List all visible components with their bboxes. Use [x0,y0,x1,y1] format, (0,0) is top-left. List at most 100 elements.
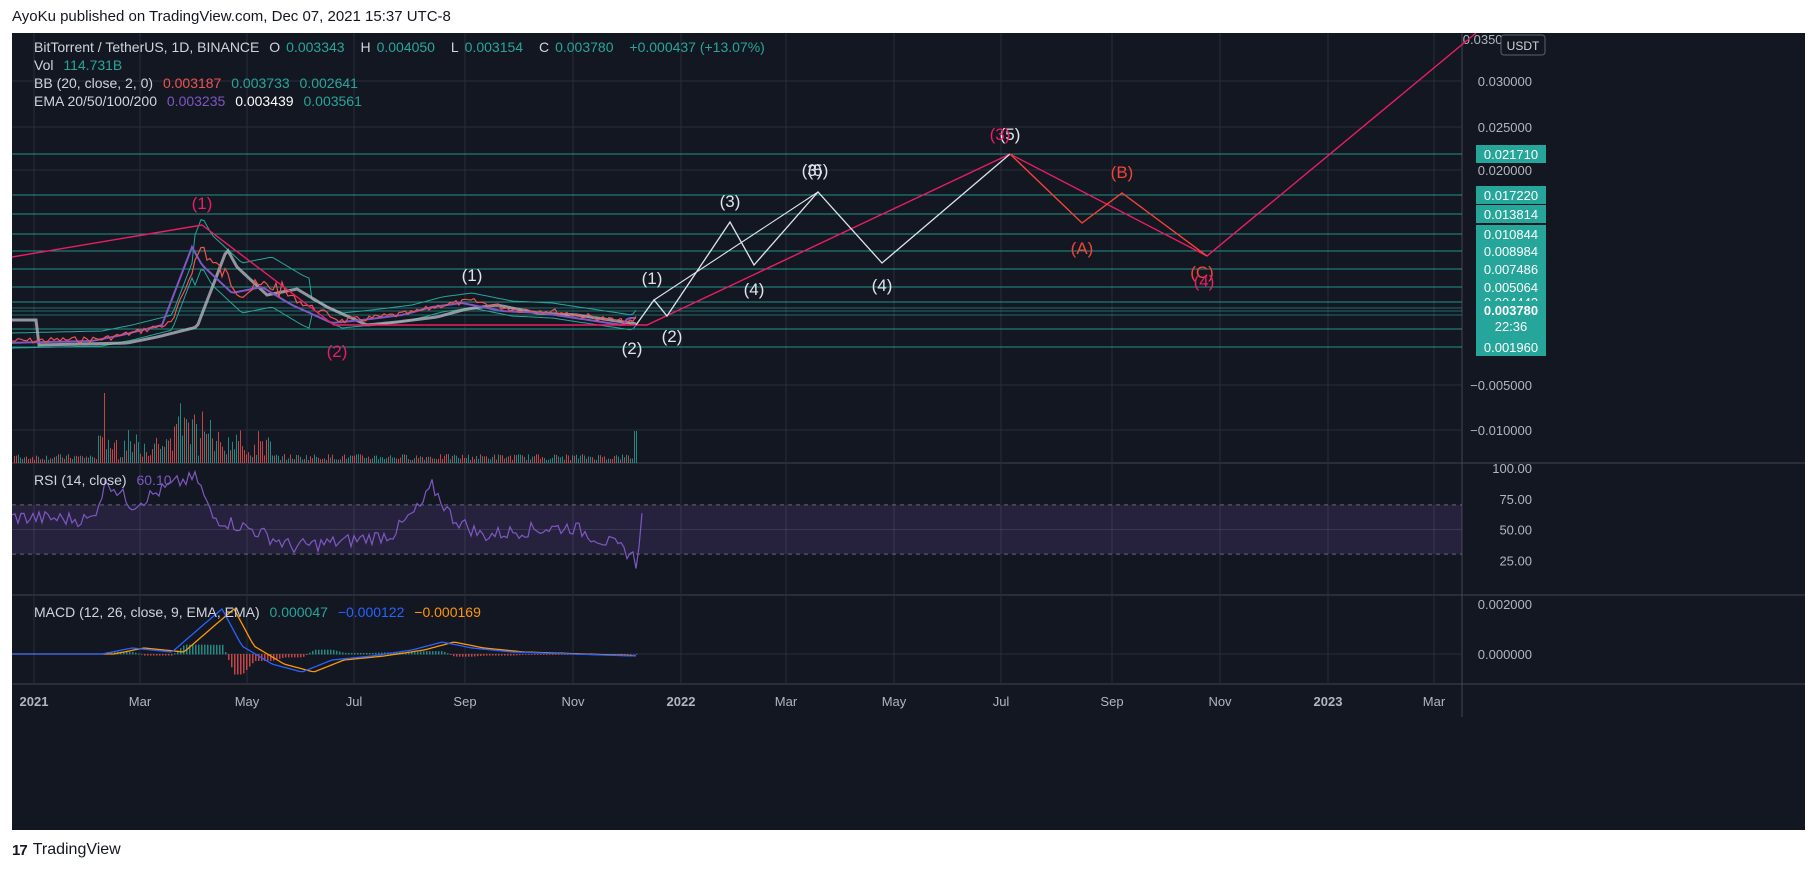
macd-histogram-bar [432,651,434,655]
volume-bar [260,441,261,463]
level-label: 0.008984 [1484,244,1538,259]
volume-bar [420,456,421,463]
volume-bar [628,455,629,463]
wave-label: (3) [990,125,1011,144]
volume-bar [452,455,453,463]
volume-bar [264,455,265,463]
volume-bar [364,457,365,463]
last-price-badge [1476,301,1546,335]
macd-histogram-bar [189,644,191,655]
x-tick-label: Sep [453,694,476,709]
volume-bar [208,433,209,463]
volume-bar [256,454,257,463]
volume-bar [444,455,445,463]
macd-histogram-bar [561,654,563,655]
legend-rsi-label: RSI (14, close) [34,472,127,488]
volume-bar [546,459,547,463]
volume-bar [280,459,281,463]
chart-canvas[interactable]: 2021 Mar May Jul Sep Nov 2022 Mar May Jul Sep Nov 20… [11,32,1805,830]
macd-histogram-bar [192,644,194,655]
volume-bar [504,458,505,463]
volume-bar [74,456,75,463]
macd-histogram-bar [534,654,536,655]
x-tick-label: 2023 [1314,694,1343,709]
volume-bar [544,457,545,463]
macd-histogram-bar [525,654,527,655]
level-label: 0.013814 [1484,207,1538,222]
volume-bar [618,456,619,463]
volume-bar [198,455,199,463]
volume-bar [402,454,403,463]
volume-bar [388,456,389,463]
volume-bar [196,423,197,463]
rsi-tick-label: 100.00 [1492,461,1532,476]
macd-histogram-bar [447,653,449,655]
level-badge [1476,260,1546,278]
volume-bar [582,454,583,463]
volume-bar [72,459,73,463]
legend-bb-v2: 0.003733 [231,75,290,91]
legend-change: +0.000437 (+13.07%) [629,39,765,55]
macd-histogram-bar [258,654,260,661]
legend-symbol-row: BitTorrent / TetherUS, 1D, BINANCE O 0.00… [34,39,771,55]
volume-bar [220,442,221,463]
volume-bar [134,443,135,463]
legend-bb-v3: 0.002641 [299,75,358,91]
y-tick-label: −0.005000 [1470,378,1532,393]
volume-bar [50,458,51,463]
volume-bar [290,454,291,463]
legend-vol-label: Vol [34,57,54,73]
volume-bar [60,454,61,463]
volume-bar [180,403,181,463]
volume-bar [152,449,153,463]
rsi-tick-label: 25.00 [1499,553,1532,568]
volume-bar [64,458,65,463]
x-tick-label: Nov [1208,694,1232,709]
macd-histogram-bar [621,654,623,655]
legend-bb-v1: 0.003187 [162,75,222,91]
macd-histogram-bar [414,652,416,655]
volume-bar [556,454,557,463]
macd-histogram-bar [405,652,407,655]
macd-histogram-bar [546,654,548,655]
x-tick-label: 2022 [667,694,696,709]
volume-bar [182,435,183,463]
macd-histogram-bar [318,649,320,655]
volume-bar [500,455,501,463]
volume-bar [148,455,149,463]
macd-histogram-bar [375,652,377,655]
macd-histogram-bar [345,652,347,655]
wave-label: (4) [872,276,893,295]
macd-histogram-bar [141,654,143,655]
last-price-countdown: 22:36 [1495,319,1528,334]
volume-bar [66,455,67,463]
volume-bar [606,459,607,463]
macd-histogram-bar [153,654,155,656]
macd-histogram-bar [477,654,479,657]
volume-bar [344,454,345,463]
wave-label: (1) [462,266,483,285]
macd-histogram-bar [384,652,386,655]
wave-label: (5) [808,161,829,180]
bollinger-upper [11,218,637,334]
volume-bar [184,417,185,463]
rsi-band [12,504,1462,555]
volume-bar [566,454,567,463]
macd-histogram-bar [162,654,164,656]
volume-bar [424,459,425,463]
volume-bar [130,441,131,463]
wave-label: (5) [1000,125,1021,144]
volume-bar [494,454,495,463]
macd-histogram-bar [342,652,344,655]
volume-bar [144,443,145,463]
legend-macd-v3: −0.000169 [414,604,481,620]
level-badge [1476,186,1546,204]
macd-histogram-bar [633,654,635,655]
volume-bar [46,455,47,463]
volume-bar [276,454,277,463]
chart-frame[interactable]: 2021 Mar May Jul Sep Nov 2022 Mar May Jul Sep Nov 20… [11,32,1805,830]
volume-bar [124,440,125,463]
y-tick-label: −0.010000 [1470,423,1532,438]
volume-bar [558,456,559,463]
volume-bar [590,456,591,463]
